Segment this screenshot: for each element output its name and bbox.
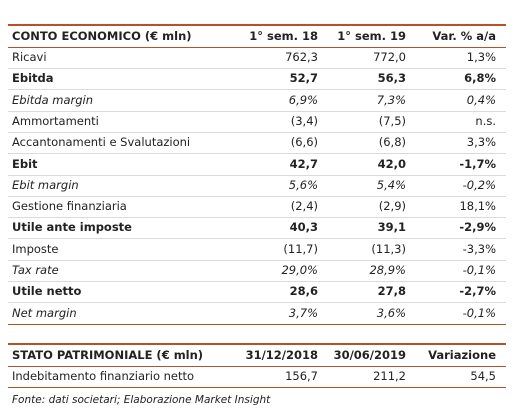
cell-value: 52,7 [289, 71, 318, 86]
cell-value: 31/12/2018 [245, 348, 318, 362]
cell-value: -2,7% [459, 284, 496, 299]
cell-value: (2,9) [378, 199, 406, 214]
cell-value: (11,3) [371, 241, 406, 256]
table-row: Ebit 42,7 42,0 -1,7% [8, 154, 506, 176]
table-row: Utile netto 28,6 27,8 -2,7% [8, 281, 506, 304]
cell-value: n.s. [475, 113, 496, 128]
cell-value: 211,2 [373, 369, 406, 383]
cell-value: 29,0% [281, 263, 318, 277]
cell-value: 1° sem. 19 [337, 29, 406, 43]
table-header: CONTO ECONOMICO (€ mln) 1° sem. 18 1° sem.… [8, 24, 506, 48]
cell-value: 56,3 [377, 71, 406, 86]
footer: Fonte: dati societari; Elaborazione Mark… [12, 394, 271, 406]
row-label: Utile netto [12, 284, 82, 299]
cell-value: -0,1% [462, 263, 496, 277]
cell-value: -1,7% [459, 156, 496, 171]
cell-value: (6,8) [378, 135, 406, 150]
row-label: Imposte [12, 241, 59, 256]
cell-value: (6,6) [290, 135, 318, 150]
row-label: Tax rate [12, 263, 59, 277]
cell-value: 1,3% [466, 50, 496, 64]
row-label: Accantonamenti e Svalutazioni [12, 135, 191, 150]
cell-value: 18,1% [459, 199, 496, 214]
cell-value: -3,3% [462, 241, 496, 256]
cell-value: (2,4) [290, 199, 318, 214]
cell-value: 40,3 [289, 220, 318, 235]
cell-value: (11,7) [283, 241, 318, 256]
cell-value: 39,1 [377, 220, 406, 235]
cell-value: 54,5 [470, 369, 496, 383]
cell-value: 6,9% [288, 92, 318, 107]
row-label: Indebitamento finanziario netto [12, 369, 195, 383]
table-row: Utile ante imposte 40,3 39,1 -2,9% [8, 217, 506, 240]
table-row: Accantonamenti e Svalutazioni (6,6) (6,8) 3… [8, 132, 506, 155]
cell-value: (3,4) [290, 113, 318, 128]
cell-value: 3,6% [376, 305, 406, 320]
table-row: Net margin 3,7% 3,6% -0,1% [8, 303, 506, 325]
table-row: Ricavi 762,3 772,0 1,3% [8, 47, 506, 69]
table-row: Ebit margin 5,6% 5,4% -0,2% [8, 175, 506, 197]
row-label: Ebit margin [12, 177, 79, 192]
cell-value: 42,7 [289, 156, 318, 171]
row-label: STATO PATRIMONIALE (€ mln) [12, 348, 204, 362]
table-row: Tax rate 29,0% 28,9% -0,1% [8, 260, 506, 282]
cell-value: Variazione [428, 348, 496, 362]
cell-value: 5,4% [376, 177, 406, 192]
cell-value: 156,7 [285, 369, 318, 383]
table-row: Imposte (11,7) (11,3) -3,3% [8, 239, 506, 261]
cell-value: 42,0 [377, 156, 406, 171]
cell-value: 27,8 [377, 284, 406, 299]
row-label: Gestione finanziaria [12, 199, 127, 214]
cell-value: (7,5) [378, 113, 406, 128]
row-label: Ammortamenti [12, 113, 99, 128]
cell-value: 30/06/2019 [333, 348, 406, 362]
cell-value: 28,6 [289, 284, 318, 299]
cell-value: 1° sem. 18 [249, 29, 318, 43]
row-label: Ebitda [12, 71, 54, 86]
cell-value: 7,3% [376, 92, 406, 107]
cell-value: Var. % a/a [432, 29, 496, 43]
cell-value: 28,9% [369, 263, 406, 277]
cell-value: -0,1% [462, 305, 496, 320]
row-label: Ebit [12, 156, 38, 171]
table-header: STATO PATRIMONIALE (€ mln) 31/12/2018 30/0… [8, 343, 506, 367]
cell-value: 762,3 [285, 50, 318, 64]
cell-value: -0,2% [462, 177, 496, 192]
row-label: Net margin [12, 305, 77, 320]
cell-value: 5,6% [288, 177, 318, 192]
cell-value: 3,3% [466, 135, 496, 150]
row-label: Ricavi [12, 50, 47, 64]
cell-value: 3,7% [288, 305, 318, 320]
row-label: Utile ante imposte [12, 220, 132, 235]
cell-value: 6,8% [464, 71, 496, 86]
cell-value: -2,9% [459, 220, 496, 235]
table-row: Ammortamenti (3,4) (7,5) n.s. [8, 111, 506, 133]
row-label: CONTO ECONOMICO (€ mln) [12, 29, 192, 43]
table-row: Indebitamento finanziario netto 156,7 211,… [8, 366, 506, 388]
cell-value: 0,4% [466, 92, 496, 107]
cell-value: 772,0 [373, 50, 406, 64]
table-row: Gestione finanziaria (2,4) (2,9) 18,1% [8, 196, 506, 219]
table-row: Ebitda 52,7 56,3 6,8% [8, 68, 506, 91]
row-label: Ebitda margin [12, 92, 94, 107]
table-row: Ebitda margin 6,9% 7,3% 0,4% [8, 90, 506, 112]
